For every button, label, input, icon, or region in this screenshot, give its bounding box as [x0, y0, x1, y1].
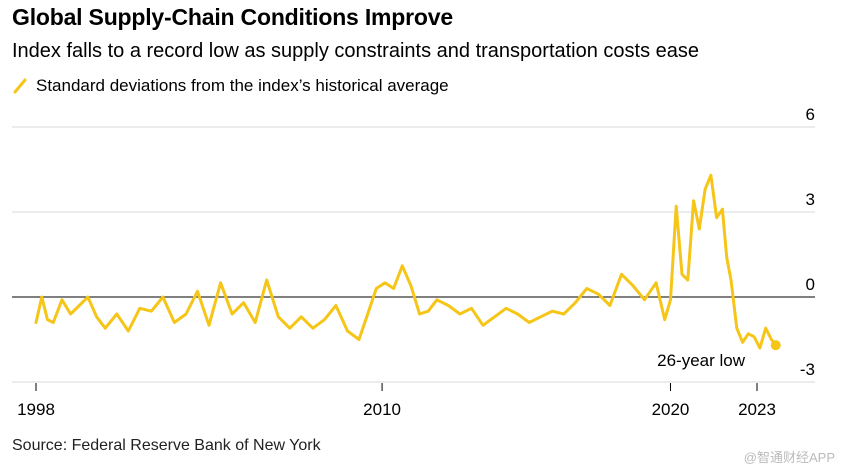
y-tick-label: 0 [806, 275, 815, 294]
legend: Standard deviations from the index’s his… [12, 76, 449, 96]
chart-title: Global Supply-Chain Conditions Improve [12, 4, 453, 30]
series-endpoint-dot [770, 340, 781, 351]
y-tick-label: 6 [806, 105, 815, 124]
watermark: @智通财经APP [743, 450, 835, 465]
annotation-label: 26-year low [657, 351, 746, 370]
chart-subtitle: Index falls to a record low as supply co… [12, 40, 700, 62]
y-tick-label: 3 [806, 190, 815, 209]
x-tick-label: 1998 [17, 400, 55, 419]
legend-swatch-icon [13, 78, 27, 94]
x-tick-label: 2010 [363, 400, 401, 419]
x-tick-label: 2023 [738, 400, 776, 419]
series-line [34, 173, 778, 350]
y-tick-label: -3 [800, 360, 815, 379]
x-tick-label: 2020 [652, 400, 690, 419]
source-note: Source: Federal Reserve Bank of New York [12, 437, 321, 454]
legend-label: Standard deviations from the index’s his… [36, 76, 449, 95]
